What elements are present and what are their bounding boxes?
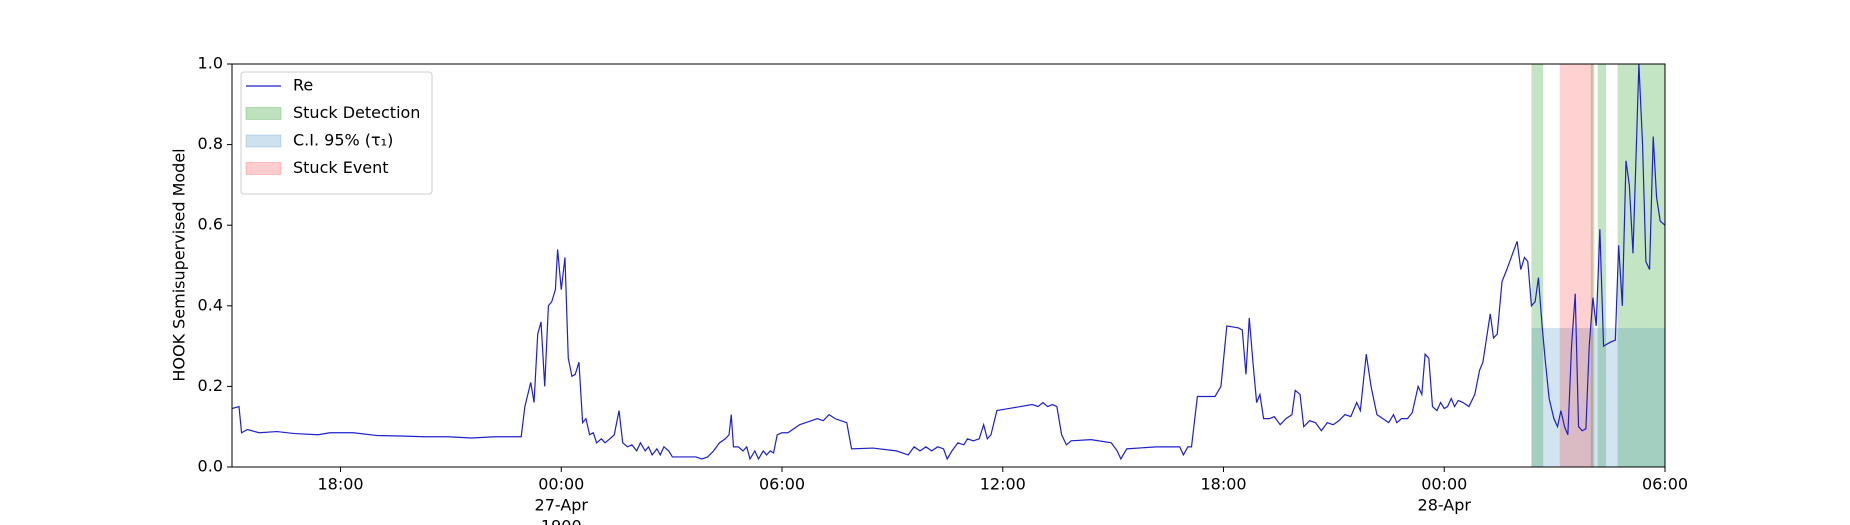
legend-label: Stuck Detection <box>293 103 420 122</box>
span <box>1559 64 1593 467</box>
x-tick-label: 1900 <box>541 517 582 525</box>
y-tick-label: 0.0 <box>198 457 223 476</box>
x-tick-label: 18:00 <box>1200 475 1246 494</box>
span <box>1531 327 1665 467</box>
x-tick-label: 00:00 <box>538 475 584 494</box>
span <box>1590 64 1595 467</box>
x-tick-label: 00:00 <box>1421 475 1467 494</box>
x-tick-label: 06:00 <box>1642 475 1688 494</box>
x-tick-label: 27-Apr <box>535 496 589 515</box>
y-tick-label: 1.0 <box>198 54 223 73</box>
y-tick-label: 0.4 <box>198 295 223 314</box>
span <box>1531 64 1544 467</box>
span <box>1597 64 1607 467</box>
y-tick-label: 0.6 <box>198 215 223 234</box>
line <box>231 63 1666 461</box>
plot-frame <box>231 63 1666 468</box>
legend-label: C.I. 95% (τ₁) <box>293 131 393 150</box>
legend-patch <box>245 134 282 148</box>
legend-label: Stuck Event <box>293 158 389 177</box>
y-tick-label: 0.2 <box>198 376 223 395</box>
x-tick-label: 18:00 <box>317 475 363 494</box>
x-tick-label: 28-Apr <box>1418 496 1472 515</box>
y-axis-label: HOOK Semisupervised Model <box>170 148 189 381</box>
x-tick-label: 06:00 <box>759 475 805 494</box>
legend-patch <box>245 162 282 175</box>
x-tick-label: 12:00 <box>980 475 1026 494</box>
span <box>1617 64 1665 467</box>
y-tick-label: 0.8 <box>198 134 223 153</box>
legend-box <box>240 71 433 195</box>
legend-patch <box>245 107 282 120</box>
legend-label: Re <box>293 76 313 95</box>
